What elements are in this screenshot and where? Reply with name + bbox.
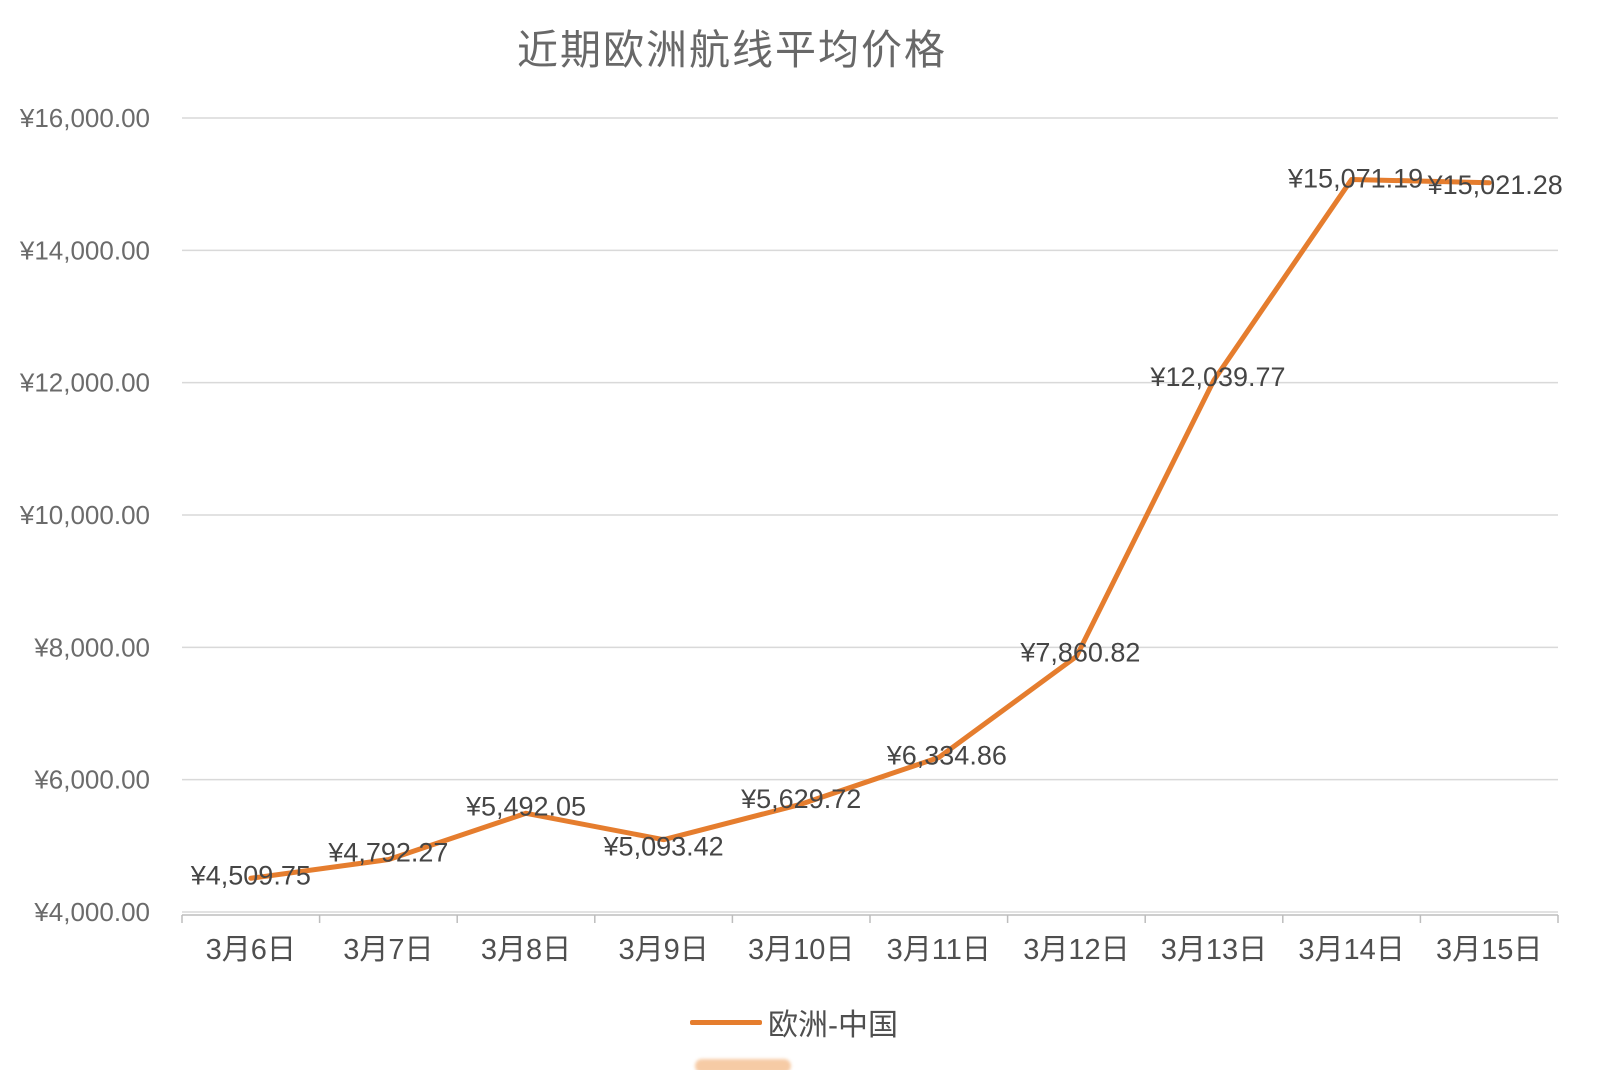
- data-label: ¥4,509.75: [190, 860, 311, 890]
- y-axis-tick-label: ¥12,000.00: [19, 368, 150, 398]
- cropped-orange-artifact: [695, 1059, 791, 1070]
- legend: 欧洲-中国: [690, 1004, 898, 1042]
- x-axis-tick-label: 3月9日: [618, 934, 708, 966]
- series-line-europe-china: [248, 176, 1492, 881]
- x-axis-tick-label: 3月6日: [206, 934, 296, 966]
- data-label: ¥4,792.27: [327, 838, 448, 868]
- y-axis-tick-label: ¥10,000.00: [19, 500, 150, 530]
- data-label: ¥5,093.42: [603, 832, 724, 862]
- y-axis-tick-label: ¥6,000.00: [33, 765, 150, 795]
- data-label: ¥12,039.77: [1149, 362, 1285, 392]
- x-axis-tick-label: 3月12日: [1023, 934, 1129, 966]
- data-label: ¥15,021.28: [1427, 170, 1563, 200]
- data-label: ¥15,071.19: [1287, 163, 1423, 193]
- y-axis-tick-label: ¥14,000.00: [19, 235, 150, 265]
- x-axis-tick-label: 3月11日: [887, 934, 991, 966]
- data-label: ¥5,492.05: [465, 791, 586, 821]
- chart-title: 近期欧洲航线平均价格: [517, 27, 947, 73]
- y-axis-tick-label: ¥16,000.00: [19, 103, 150, 133]
- data-label: ¥7,860.82: [1019, 638, 1140, 668]
- x-axis-tick-label: 3月15日: [1436, 934, 1542, 966]
- x-axis-tick-label: 3月7日: [343, 934, 433, 966]
- legend-series-label: 欧洲-中国: [768, 1009, 898, 1042]
- x-axis-tick-label: 3月8日: [481, 934, 571, 966]
- legend-line-swatch: [690, 1019, 762, 1025]
- data-label: ¥6,334.86: [886, 741, 1007, 771]
- y-axis-tick-label: ¥4,000.00: [33, 897, 150, 927]
- x-axis-tick-label: 3月10日: [748, 934, 854, 966]
- y-axis-tick-label: ¥8,000.00: [33, 632, 150, 662]
- x-axis-tick-label: 3月14日: [1298, 934, 1404, 966]
- data-label: ¥5,629.72: [740, 784, 861, 814]
- x-axis-tick-label: 3月13日: [1161, 934, 1267, 966]
